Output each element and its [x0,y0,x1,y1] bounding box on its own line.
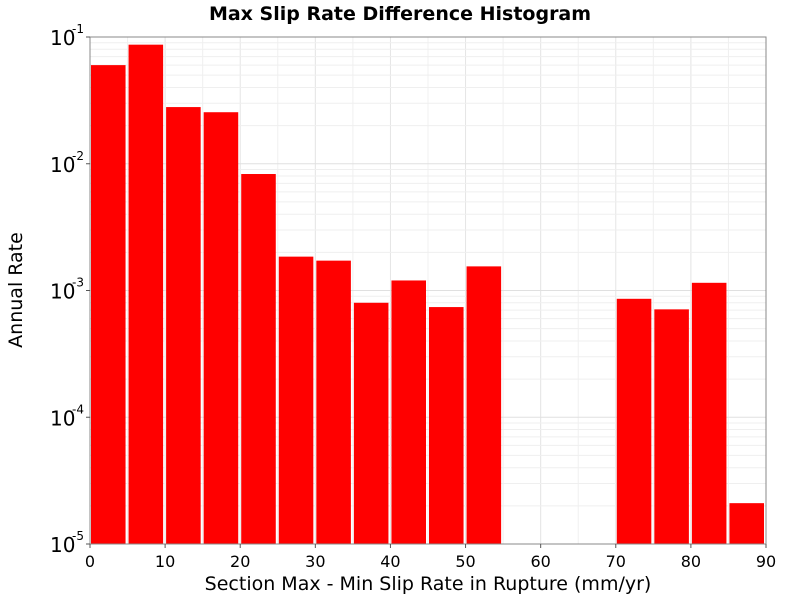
bar [616,298,652,544]
x-tick-label: 40 [380,552,400,571]
y-tick-label-base: 10 [50,406,75,430]
bar [729,503,764,544]
x-tick-label: 80 [681,552,701,571]
bar [654,309,689,544]
x-axis-label: Section Max - Min Slip Rate in Rupture (… [205,573,652,595]
x-tick-label: 90 [756,552,776,571]
bar [203,112,239,544]
x-tick-label: 50 [455,552,475,571]
x-tick-label: 0 [85,552,95,571]
bar [429,307,464,544]
y-tick-label-base: 10 [50,153,75,177]
x-tick-label: 20 [230,552,250,571]
y-axis-label: Annual Rate [5,232,27,348]
x-tick-label: 10 [155,552,175,571]
bar [241,174,276,545]
y-tick-label-exponent: -2 [72,149,84,163]
y-tick-label-base: 10 [50,26,75,50]
y-tick-label-base: 10 [50,280,75,304]
bar [166,107,201,544]
bar [91,65,126,545]
x-tick-label: 60 [530,552,550,571]
x-tick-label: 30 [305,552,325,571]
y-tick-label-exponent: -3 [72,276,84,290]
y-tick-label-exponent: -5 [72,529,84,543]
chart-title: Max Slip Rate Difference Histogram [209,3,591,25]
bar [353,302,389,544]
y-tick-label-exponent: -1 [72,22,84,36]
y-tick-label-base: 10 [50,533,75,557]
x-axis-ticks: 0 10 20 30 40 50 60 70 80 90 [85,544,776,571]
bar [128,44,164,545]
bar [278,256,314,544]
bar [466,266,502,544]
x-tick-label: 70 [606,552,626,571]
bars [91,44,764,545]
bar [391,280,426,544]
bar [691,282,727,544]
y-tick-label-exponent: -4 [72,402,84,416]
y-axis-ticks: 10-110-210-310-410-5 [50,22,90,557]
bar [316,260,351,544]
